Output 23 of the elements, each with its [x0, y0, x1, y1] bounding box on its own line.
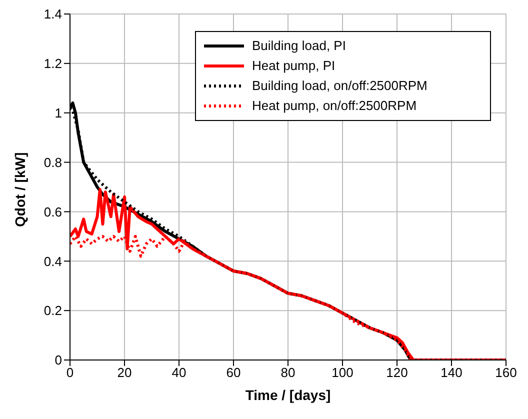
- x-axis-title: Time / [days]: [245, 387, 331, 403]
- x-tick-label: 60: [226, 365, 241, 380]
- y-tick-label: 0.8: [44, 154, 62, 170]
- x-tick-label: 20: [117, 365, 132, 380]
- x-tick-label: 80: [280, 365, 296, 380]
- legend-label: Heat pump, on/off:2500RPM: [252, 97, 417, 115]
- y-tick-label: 0: [54, 352, 62, 368]
- x-tick-label: 120: [386, 365, 408, 380]
- y-tick-label: 1.2: [44, 56, 62, 72]
- y-axis-title: Qdot / [kW]: [12, 152, 28, 227]
- y-tick-label: 0.2: [44, 303, 62, 318]
- y-tick-label: 1.4: [44, 6, 62, 22]
- x-tick-label: 140: [440, 365, 462, 380]
- x-tick-label: 0: [66, 365, 74, 380]
- legend-label: Heat pump, PI: [252, 57, 336, 75]
- x-tick-label: 40: [172, 365, 186, 380]
- y-tick-label: 0.6: [44, 204, 62, 220]
- x-tick-label: 100: [332, 365, 354, 380]
- y-tick-label: 0.4: [44, 254, 62, 269]
- legend-label: Building load, PI: [252, 37, 346, 55]
- x-tick-label: 160: [495, 365, 517, 380]
- legend-label: Building load, on/off:2500RPM: [252, 77, 428, 95]
- y-tick-label: 1: [54, 105, 62, 120]
